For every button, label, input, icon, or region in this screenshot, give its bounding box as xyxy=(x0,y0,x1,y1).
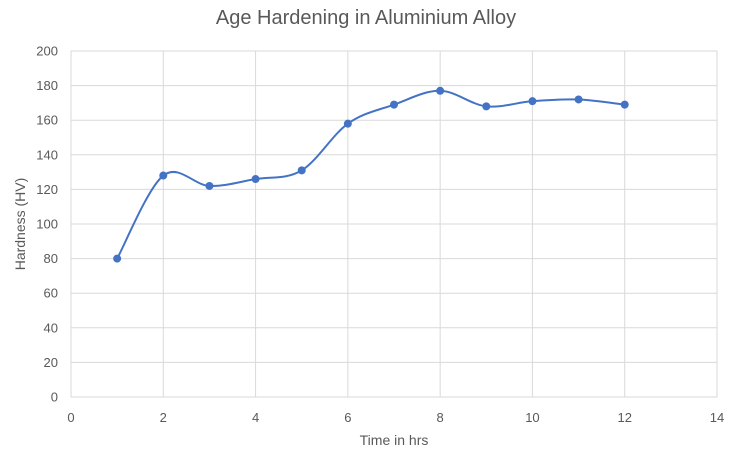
data-point xyxy=(390,100,398,109)
x-tick-label: 4 xyxy=(252,410,259,425)
x-tick-label: 12 xyxy=(617,410,631,425)
y-tick-label: 100 xyxy=(36,217,58,232)
x-tick-label: 6 xyxy=(344,410,351,425)
y-tick-label: 180 xyxy=(36,78,58,93)
x-axis-ticks: 0 2 4 6 8 10 12 14 xyxy=(67,410,724,425)
x-tick-label: 8 xyxy=(437,410,444,425)
data-point xyxy=(297,166,306,175)
x-tick-label: 0 xyxy=(67,410,74,425)
x-axis-label: Time in hrs xyxy=(360,432,429,448)
series-line xyxy=(116,89,625,260)
data-point xyxy=(574,95,583,104)
data-point xyxy=(159,171,168,180)
y-tick-label: 160 xyxy=(36,113,58,128)
gridlines xyxy=(70,50,718,398)
y-tick-label: 120 xyxy=(36,182,58,197)
y-tick-label: 40 xyxy=(44,320,58,335)
data-point xyxy=(113,254,122,263)
data-point xyxy=(436,86,445,95)
data-point xyxy=(205,181,214,190)
x-tick-label: 10 xyxy=(525,410,539,425)
x-tick-label: 14 xyxy=(710,410,724,425)
chart-title: Age Hardening in Aluminium Alloy xyxy=(216,7,516,29)
y-axis-label: Hardness (HV) xyxy=(12,178,28,271)
y-axis-ticks: 0 20 40 60 80 100 120 140 160 180 200 xyxy=(36,44,58,405)
data-point xyxy=(620,100,629,109)
y-tick-label: 60 xyxy=(44,286,58,301)
y-tick-label: 80 xyxy=(44,251,58,266)
x-tick-label: 2 xyxy=(160,410,167,425)
y-tick-label: 0 xyxy=(51,390,58,405)
series-layer xyxy=(113,86,629,263)
data-point xyxy=(528,97,537,106)
y-tick-label: 200 xyxy=(36,44,58,59)
data-point xyxy=(251,175,260,184)
data-point xyxy=(482,102,491,111)
y-tick-label: 140 xyxy=(36,147,58,162)
data-point xyxy=(343,119,352,128)
y-tick-label: 20 xyxy=(44,355,58,370)
